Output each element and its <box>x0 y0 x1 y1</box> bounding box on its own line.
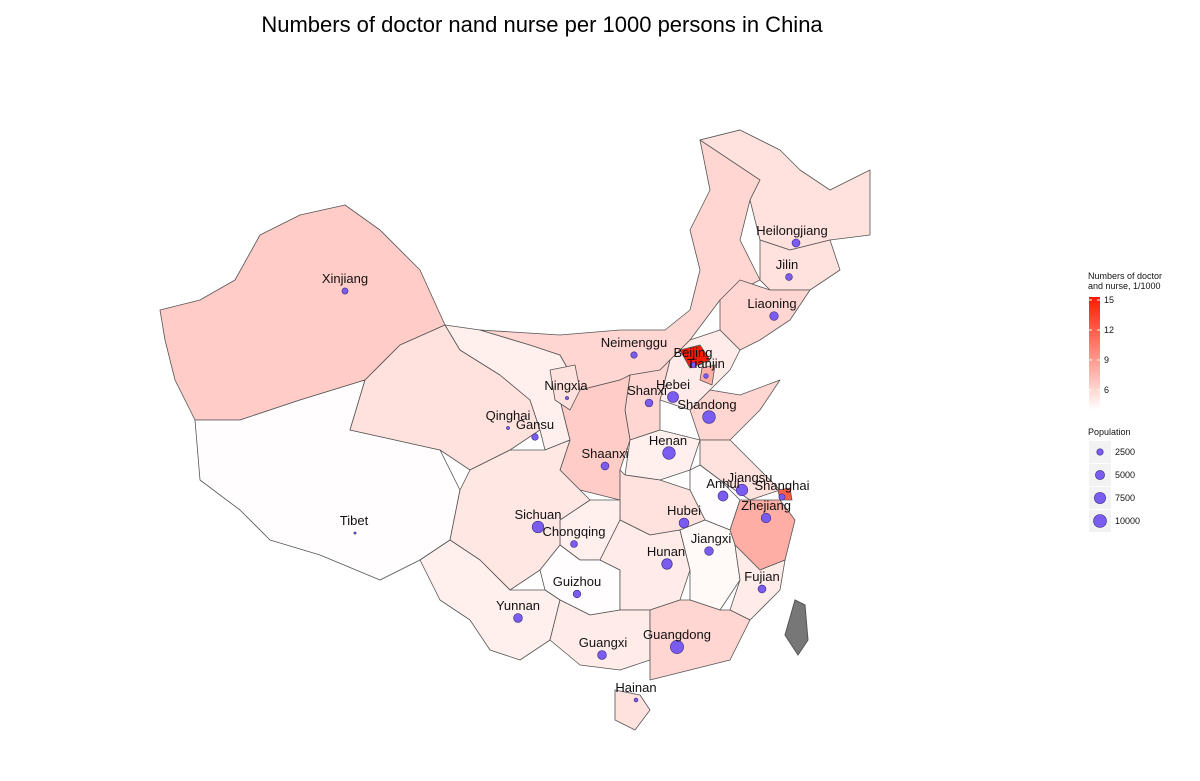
province-label: Hunan <box>647 544 685 559</box>
province-label: Sichuan <box>515 507 562 522</box>
colorbar-tick-label: 12 <box>1104 325 1114 335</box>
province-label: Hainan <box>615 680 656 695</box>
population-bubble <box>667 391 679 403</box>
province-label: Heilongjiang <box>756 223 828 238</box>
province <box>729 544 786 621</box>
population-bubble <box>341 287 349 295</box>
province-label: Beijing <box>673 345 712 360</box>
population-bubble <box>572 589 582 599</box>
province-label: Guizhou <box>553 574 601 589</box>
population-bubble <box>633 697 639 703</box>
population-bubble <box>678 517 690 529</box>
colorbar <box>1089 297 1100 410</box>
province <box>759 239 841 291</box>
province-label: Shaanxi <box>582 446 629 461</box>
population-bubble <box>717 490 729 502</box>
size-key <box>1095 470 1105 480</box>
size-key <box>1093 514 1107 528</box>
province <box>549 364 581 411</box>
province-label: Guangdong <box>643 627 711 642</box>
population-bubble <box>702 410 716 424</box>
population-bubble <box>791 238 801 248</box>
population-bubble <box>597 650 607 660</box>
province-label: Liaoning <box>747 296 796 311</box>
province-label: Shanghai <box>755 478 810 493</box>
population-bubble <box>778 493 786 501</box>
colorbar-tick-label: 9 <box>1104 355 1109 365</box>
size-key-label: 7500 <box>1115 493 1135 503</box>
population-bubble <box>704 546 714 556</box>
province-label: Jiangxi <box>691 531 732 546</box>
province <box>719 279 811 351</box>
province <box>679 344 711 369</box>
province-label: Fujian <box>744 569 779 584</box>
population-bubble <box>661 558 673 570</box>
colorbar-title: and nurse, 1/1000 <box>1088 281 1161 291</box>
population-bubble <box>531 433 539 441</box>
population-bubble <box>565 396 569 400</box>
size-key-label: 10000 <box>1115 516 1140 526</box>
province-label: Shanxi <box>627 383 667 398</box>
population-bubble <box>662 446 676 460</box>
population-bubble <box>769 311 779 321</box>
province-label: Jilin <box>776 257 798 272</box>
province-label: Gansu <box>516 417 554 432</box>
province-label: Guangxi <box>579 635 628 650</box>
taiwan-shape <box>784 599 809 656</box>
colorbar-tick-label: 15 <box>1104 295 1114 305</box>
population-bubble <box>513 613 523 623</box>
size-legend-title: Population <box>1088 427 1131 437</box>
size-key <box>1096 448 1104 456</box>
colorbar-tick-label: 6 <box>1104 385 1109 395</box>
province-label: Zhejiang <box>741 498 791 513</box>
province-label: Yunnan <box>496 598 540 613</box>
size-key-label: 5000 <box>1115 470 1135 480</box>
population-bubble <box>531 520 545 534</box>
population-bubble <box>760 512 772 524</box>
province-label: Anhui <box>706 476 739 491</box>
population-bubble <box>757 584 767 594</box>
chart-title: Numbers of doctor nand nurse per 1000 pe… <box>261 12 823 37</box>
province-label: Shandong <box>677 397 736 412</box>
population-bubble <box>670 640 684 654</box>
population-bubble <box>630 351 638 359</box>
population-bubble <box>735 483 749 497</box>
colorbar-title: Numbers of doctor <box>1088 271 1162 281</box>
population-bubble <box>689 361 697 369</box>
size-key <box>1094 492 1106 504</box>
population-bubble <box>600 461 610 471</box>
province-label: Henan <box>649 433 687 448</box>
population-bubble <box>353 531 357 535</box>
map <box>159 129 871 731</box>
population-bubble <box>570 540 578 548</box>
province-label: Jiangsu <box>728 470 773 485</box>
size-key-label: 2500 <box>1115 447 1135 457</box>
province <box>699 129 871 251</box>
population-bubble <box>644 398 654 408</box>
province-label: Qinghai <box>486 408 531 423</box>
population-bubble <box>703 373 709 379</box>
population-bubble <box>506 426 510 430</box>
province <box>649 599 751 681</box>
province-label: Tianjin <box>687 356 725 371</box>
province-label: Hebei <box>656 377 690 392</box>
population-bubble <box>785 273 793 281</box>
province-label: Tibet <box>340 513 369 528</box>
province-label: Hubei <box>667 503 701 518</box>
province-label: Neimenggu <box>601 335 668 350</box>
province-label: Xinjiang <box>322 271 368 286</box>
province-label: Chongqing <box>543 524 606 539</box>
province <box>614 689 651 731</box>
province-label: Ningxia <box>544 378 588 393</box>
province <box>419 539 561 661</box>
